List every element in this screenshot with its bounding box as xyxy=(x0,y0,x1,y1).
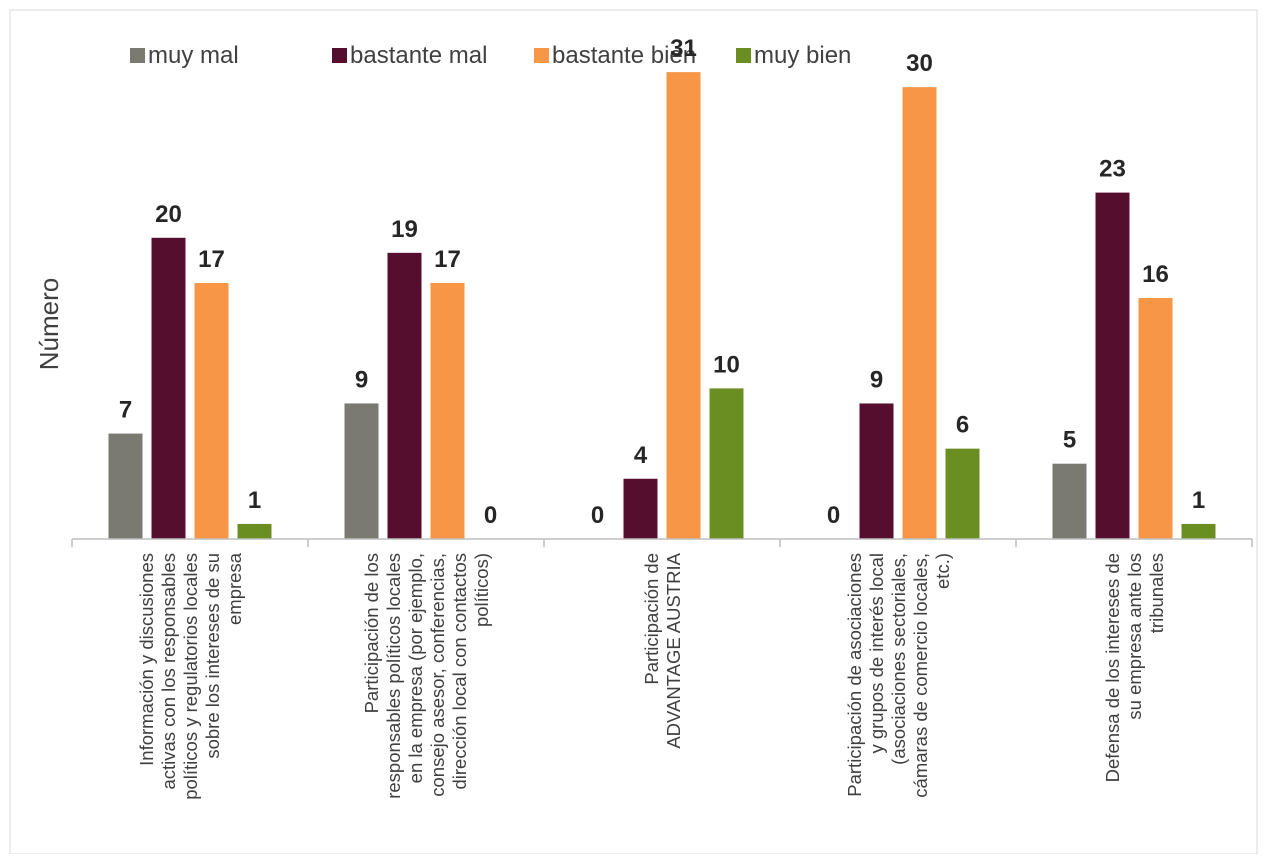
category-label-line-4-0: Defensa de los intereses de xyxy=(1102,553,1123,782)
legend-label-0: muy mal xyxy=(148,42,239,69)
category-label-4: Defensa de los intereses de su empresa an… xyxy=(1102,553,1167,782)
bar-3-2 xyxy=(902,87,937,539)
value-label-2-0: 0 xyxy=(591,502,604,529)
bar-4-1 xyxy=(1095,192,1130,539)
value-label-2-2: 31 xyxy=(670,35,697,62)
bar-2-2 xyxy=(666,72,701,539)
y-axis-label: Número xyxy=(34,278,64,370)
bar-3-1 xyxy=(859,403,894,539)
category-label-line-0-2: políticos y regulatorios locales xyxy=(180,553,201,800)
category-label-line-3-2: (asociaciones sectoriales, xyxy=(888,553,909,765)
legend: muy mal bastante mal bastante bien muy bien xyxy=(130,42,851,69)
category-label-line-3-4: etc.) xyxy=(932,553,953,589)
category-label-line-3-1: y grupos de interés local xyxy=(866,553,887,754)
bar-0-2 xyxy=(194,282,229,539)
category-label-line-1-0: Participación de los xyxy=(361,553,382,713)
bar-4-0 xyxy=(1052,463,1087,539)
category-label-line-0-0: Información y discusiones xyxy=(136,553,157,766)
category-label-line-4-2: tribunales xyxy=(1146,553,1167,633)
category-label-line-3-3: cámaras de comercio locales, xyxy=(910,553,931,798)
value-label-4-0: 5 xyxy=(1063,427,1076,454)
value-label-4-3: 1 xyxy=(1192,487,1205,514)
bar-1-2 xyxy=(430,282,465,539)
value-label-0-1: 20 xyxy=(155,201,182,228)
bar-3-3 xyxy=(945,448,980,539)
category-label-3: Participación de asociaciones y grupos de… xyxy=(844,553,953,798)
category-label-line-4-1: su empresa ante los xyxy=(1124,553,1145,720)
bar-2-1 xyxy=(623,478,658,539)
bar-0-3 xyxy=(237,523,272,539)
bars xyxy=(108,72,1216,539)
legend-swatch-0 xyxy=(130,48,145,63)
bar-2-3 xyxy=(709,388,744,539)
value-label-1-0: 9 xyxy=(355,366,368,393)
category-label-line-1-1: responsables políticos locales xyxy=(383,553,404,799)
value-label-1-1: 19 xyxy=(391,216,418,243)
category-label-line-1-3: consejo asesor, conferencias, xyxy=(427,553,448,797)
category-label-line-2-0: Participación de xyxy=(641,553,662,685)
value-label-4-2: 16 xyxy=(1142,261,1169,288)
bar-4-3 xyxy=(1181,523,1216,539)
category-label-line-1-4: dirección local con contactos xyxy=(449,553,470,790)
value-label-4-1: 23 xyxy=(1099,156,1126,183)
value-label-0-2: 17 xyxy=(198,246,225,273)
bar-0-0 xyxy=(108,433,143,539)
value-label-1-2: 17 xyxy=(434,246,461,273)
value-label-3-0: 0 xyxy=(827,502,840,529)
legend-swatch-2 xyxy=(534,48,549,63)
category-label-line-3-0: Participación de asociaciones xyxy=(844,553,865,797)
category-label-1: Participación de los responsables polític… xyxy=(361,553,492,799)
category-label-line-1-5: políticos) xyxy=(471,553,492,627)
value-label-3-2: 30 xyxy=(906,50,933,77)
category-label-line-0-1: activas con los responsables xyxy=(158,553,179,790)
value-label-2-3: 10 xyxy=(713,351,740,378)
category-label-line-0-4: empresa xyxy=(224,552,245,625)
legend-label-1: bastante mal xyxy=(350,42,487,69)
category-label-line-0-3: sobre los intereses de su xyxy=(202,553,223,759)
bar-1-1 xyxy=(387,252,422,539)
legend-label-2: bastante bien xyxy=(552,42,696,69)
category-labels: Información y discusiones activas con los… xyxy=(136,552,1167,800)
value-label-0-0: 7 xyxy=(119,397,132,424)
value-label-0-3: 1 xyxy=(248,487,261,514)
category-label-line-1-2: en la empresa (por ejemplo, xyxy=(405,553,426,783)
category-label-0: Información y discusiones activas con los… xyxy=(136,552,245,800)
category-label-2: Participación de ADVANTAGE AUSTRIA xyxy=(641,552,684,748)
legend-swatch-1 xyxy=(332,48,347,63)
bar-1-0 xyxy=(344,403,379,539)
bar-0-1 xyxy=(151,237,186,539)
legend-label-3: muy bien xyxy=(754,42,851,69)
x-axis xyxy=(71,538,1253,547)
value-label-3-1: 9 xyxy=(870,366,883,393)
bar-4-2 xyxy=(1138,298,1173,539)
category-label-line-2-1: ADVANTAGE AUSTRIA xyxy=(663,552,684,748)
value-label-1-3: 0 xyxy=(484,502,497,529)
value-label-3-3: 6 xyxy=(956,412,969,439)
value-label-2-1: 4 xyxy=(634,442,648,469)
legend-swatch-3 xyxy=(736,48,751,63)
